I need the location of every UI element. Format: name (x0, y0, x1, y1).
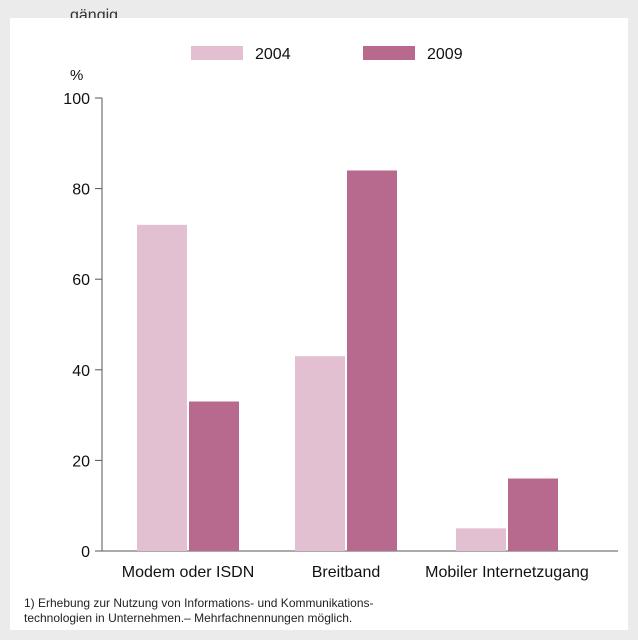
legend-swatch-2009 (363, 46, 415, 60)
legend-label-2004: 2004 (255, 46, 291, 63)
y-tick-label-20: 20 (72, 453, 90, 470)
category-label-3: Mobiler Internetzugang (425, 564, 589, 581)
bar-2004-3 (456, 528, 506, 551)
y-unit-label: % (70, 67, 83, 84)
footnote-line-2: technologien in Unternehmen.– Mehrfachne… (24, 611, 353, 625)
chart-panel: gängig 0 20 40 60 80 100% Modem oder ISDN Breit… (10, 7, 628, 630)
footnote: 1) Erhebung zur Nutzung von Informations… (24, 596, 624, 626)
footnote-line-1: 1) Erhebung zur Nutzung von Informations… (24, 596, 374, 610)
legend-label-2009: 2009 (427, 46, 463, 63)
bar-2009-1 (189, 401, 239, 551)
y-tick-label-40: 40 (72, 363, 90, 380)
category-label-1: Modem oder ISDN (122, 564, 255, 581)
bar-2004-2 (295, 356, 345, 551)
bar-2009-2 (347, 170, 397, 552)
y-tick-label-0: 0 (81, 544, 90, 561)
bar-2004-1 (137, 224, 187, 551)
legend-swatch-2004 (191, 46, 243, 60)
bar-2009-3 (508, 478, 558, 551)
bar-chart: 0 20 40 60 80 100% Modem oder ISDN Breitband Mob… (63, 46, 618, 581)
y-tick-label-80: 80 (72, 182, 90, 199)
cropped-header-text: gängig (70, 7, 119, 18)
y-tick-label-100: 100 (63, 91, 90, 108)
y-tick-label-60: 60 (72, 272, 90, 289)
category-label-2: Breitband (312, 564, 381, 581)
